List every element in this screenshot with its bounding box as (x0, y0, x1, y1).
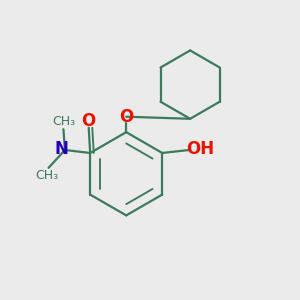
Text: O: O (82, 112, 96, 130)
Text: CH₃: CH₃ (52, 115, 75, 128)
Text: CH₃: CH₃ (35, 169, 59, 182)
Text: N: N (54, 140, 68, 158)
Text: O: O (119, 108, 133, 126)
Text: OH: OH (186, 140, 214, 158)
